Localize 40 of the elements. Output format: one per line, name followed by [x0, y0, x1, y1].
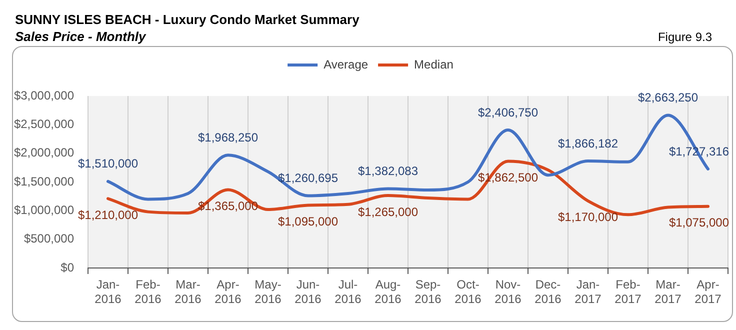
chart-title: SUNNY ISLES BEACH - Luxury Condo Market Summary — [15, 12, 360, 27]
x-tick-label: Feb-2017 — [614, 278, 642, 306]
x-tick-label: Oct-2016 — [454, 278, 482, 306]
chart-subtitle: Sales Price - Monthly — [15, 29, 146, 44]
x-tick-label: Aug-2016 — [374, 278, 402, 306]
x-tick-label: Jan-2017 — [574, 278, 602, 306]
data-label: $1,968,250 — [198, 130, 258, 144]
data-label: $1,095,000 — [278, 214, 338, 229]
x-tick-label: Apr-2017 — [694, 278, 722, 306]
y-tick-label: $2,500,000 — [14, 116, 74, 131]
data-label: $1,510,000 — [78, 156, 138, 171]
x-tick-label: Dec-2016 — [534, 278, 562, 306]
x-tick-label: Feb-2016 — [134, 278, 162, 306]
y-tick-label: $1,000,000 — [14, 202, 74, 217]
x-tick-label: Sep-2016 — [414, 278, 442, 306]
x-tick-label: Nov-2016 — [494, 278, 522, 306]
x-tick-label: May-2016 — [254, 278, 282, 306]
x-tick-label: Jul-2016 — [334, 278, 362, 306]
x-tick-label: Mar-2017 — [654, 278, 682, 306]
data-label: $2,663,250 — [638, 90, 698, 105]
y-tick-label: $3,000,000 — [14, 88, 74, 102]
data-label: $1,075,000 — [668, 216, 730, 230]
x-tick-label: Apr-2016 — [214, 278, 242, 306]
legend-label: Average — [324, 57, 368, 72]
y-tick-label: $2,000,000 — [14, 146, 74, 160]
y-tick-label: $0 — [60, 260, 74, 274]
data-label: $2,406,750 — [478, 105, 538, 120]
data-label: $1,170,000 — [558, 210, 618, 224]
data-label: $1,382,083 — [358, 164, 418, 178]
x-tick-label: Jan-2016 — [94, 278, 122, 306]
x-tick-label: Mar-2016 — [174, 278, 202, 306]
legend-label: Median — [414, 57, 454, 72]
y-tick-label: $500,000 — [24, 232, 74, 246]
data-label: $1,260,695 — [278, 171, 338, 186]
data-label: $1,265,000 — [358, 204, 418, 219]
y-tick-label: $1,500,000 — [14, 174, 74, 188]
x-tick-label: Jun-2016 — [294, 278, 322, 306]
data-label: $1,866,182 — [558, 136, 618, 150]
caption: Figure 9.3 — [658, 30, 712, 44]
data-label: $1,210,000 — [78, 208, 138, 222]
